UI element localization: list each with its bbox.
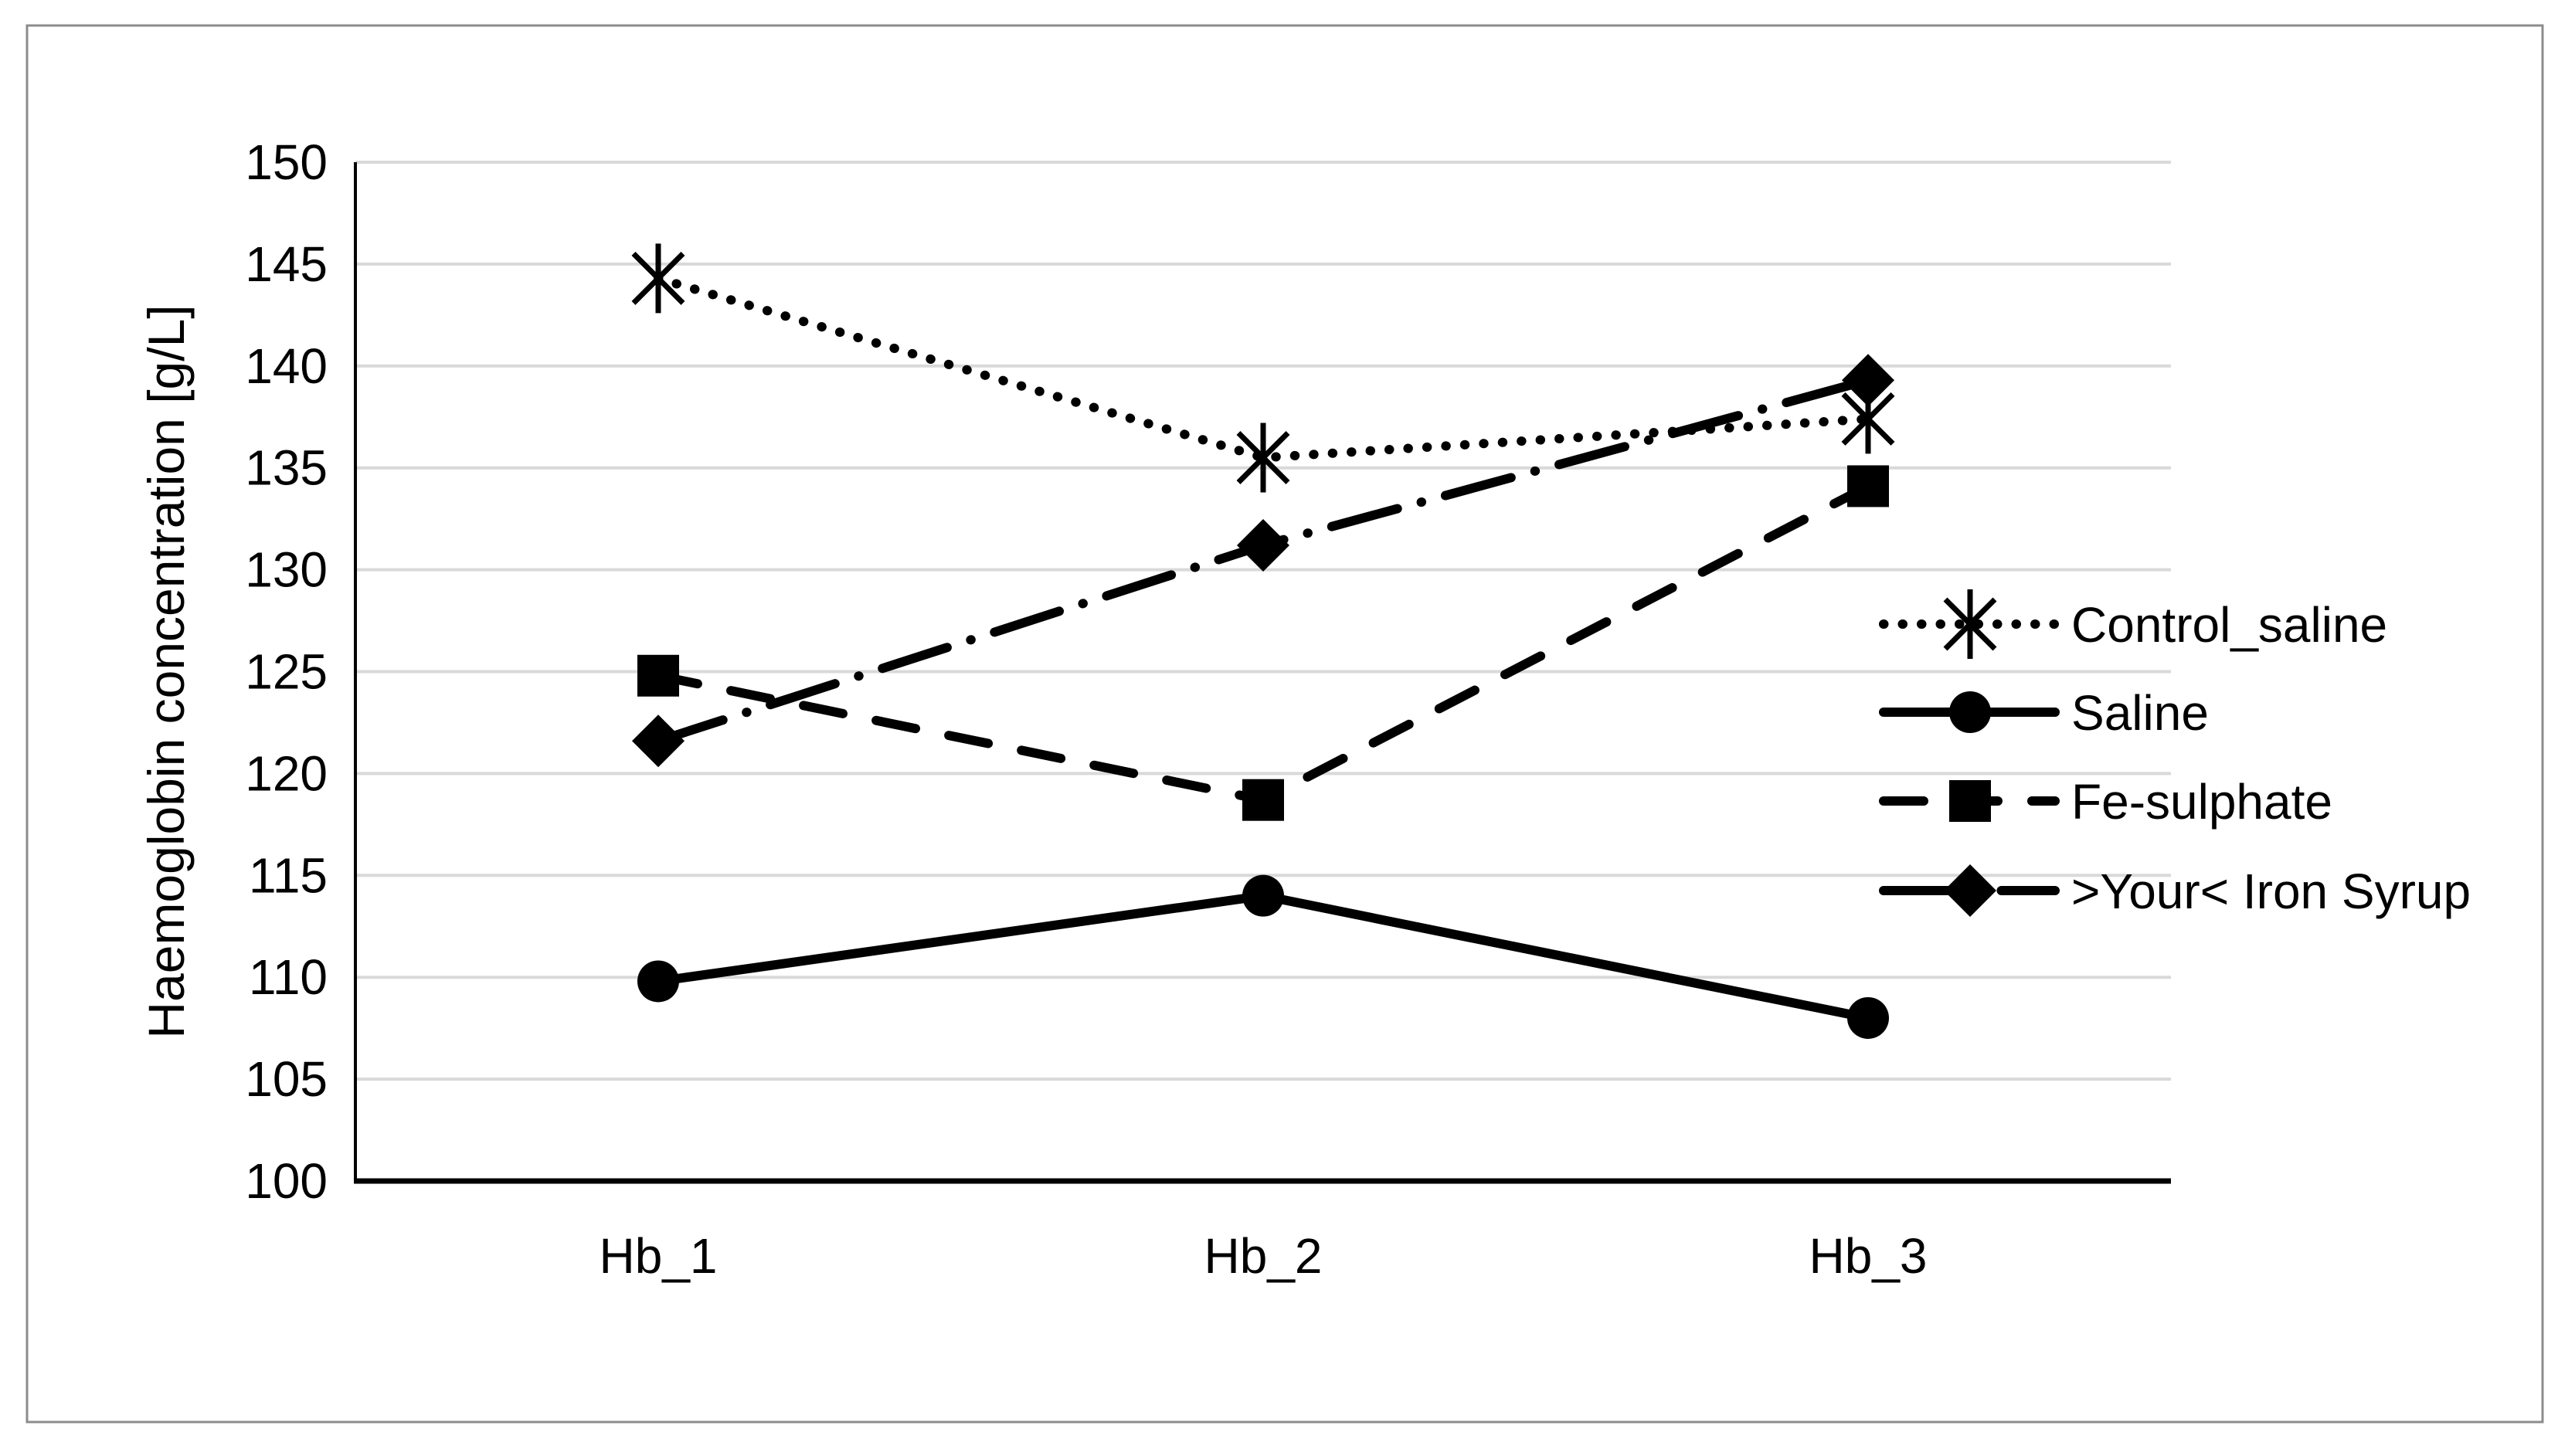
- y-tick-label: 135: [245, 440, 328, 496]
- legend-layer: Control_saline Saline Fe-sulphate >Your< Ir…: [1879, 589, 2471, 919]
- y-tick-label: 120: [245, 745, 328, 801]
- legend-marker-circle: [1949, 691, 1991, 733]
- y-tick-label: 140: [245, 338, 328, 394]
- legend-marker-star6: [1943, 589, 1997, 659]
- marker-circle-saline: [1242, 874, 1284, 917]
- legend-label: >Your< Iron Syrup: [2071, 864, 2471, 919]
- star6-stroke: [1236, 431, 1290, 484]
- legend-item-control-saline: Control_saline: [1879, 589, 2387, 659]
- marker-square-fe-sulphate: [1242, 779, 1284, 821]
- marker-diamond-your-iron-syrup: [1842, 354, 1894, 407]
- legend-marker-diamond: [1944, 864, 1996, 917]
- star6-stroke: [631, 251, 685, 305]
- marker-diamond-your-iron-syrup: [1237, 518, 1289, 572]
- marker-star6-control-saline: [1236, 423, 1290, 493]
- marker-circle-saline: [637, 960, 679, 1003]
- y-tick-label: 105: [245, 1051, 328, 1107]
- star6-stroke: [1943, 597, 1997, 651]
- y-tick-label: 110: [249, 949, 328, 1005]
- x-category-label: Hb_3: [1809, 1228, 1928, 1284]
- y-tick-label: 130: [245, 542, 328, 598]
- legend-label: Fe-sulphate: [2071, 774, 2332, 830]
- marker-diamond-your-iron-syrup: [632, 714, 685, 768]
- x-category-label: Hb_1: [600, 1228, 718, 1284]
- marker-square-fe-sulphate: [1847, 465, 1889, 507]
- legend-item-saline: Saline: [1879, 685, 2209, 741]
- legend-label: Saline: [2071, 685, 2209, 741]
- y-tick-label: 115: [249, 847, 328, 903]
- chart-border: [25, 24, 2544, 1424]
- axes-layer: [354, 162, 2171, 1184]
- legend-item-your-iron-syrup: >Your< Iron Syrup: [1879, 864, 2471, 919]
- x-category-label: Hb_2: [1204, 1228, 1323, 1284]
- labels-layer: 100 105 110 115 120 125 130 135 140 145 150 Hb_1 Hb_…: [138, 134, 1928, 1284]
- y-tick-label: 125: [245, 644, 328, 700]
- y-tick-label: 100: [245, 1153, 328, 1209]
- star6-stroke: [1841, 392, 1895, 446]
- legend-marker-square: [1949, 780, 1991, 822]
- series-line-control-saline: [654, 273, 1873, 463]
- marker-square-fe-sulphate: [637, 654, 679, 697]
- y-axis-title: Haemoglobin concentration [g/L]: [138, 304, 195, 1038]
- legend-label: Control_saline: [2071, 597, 2387, 653]
- legend-item-fe-sulphate: Fe-sulphate: [1879, 774, 2332, 830]
- marker-star6-control-saline: [631, 243, 685, 314]
- marker-circle-saline: [1847, 996, 1889, 1039]
- y-tick-label: 150: [245, 134, 328, 190]
- series-layer: [631, 243, 1895, 1039]
- y-tick-label: 145: [245, 236, 328, 292]
